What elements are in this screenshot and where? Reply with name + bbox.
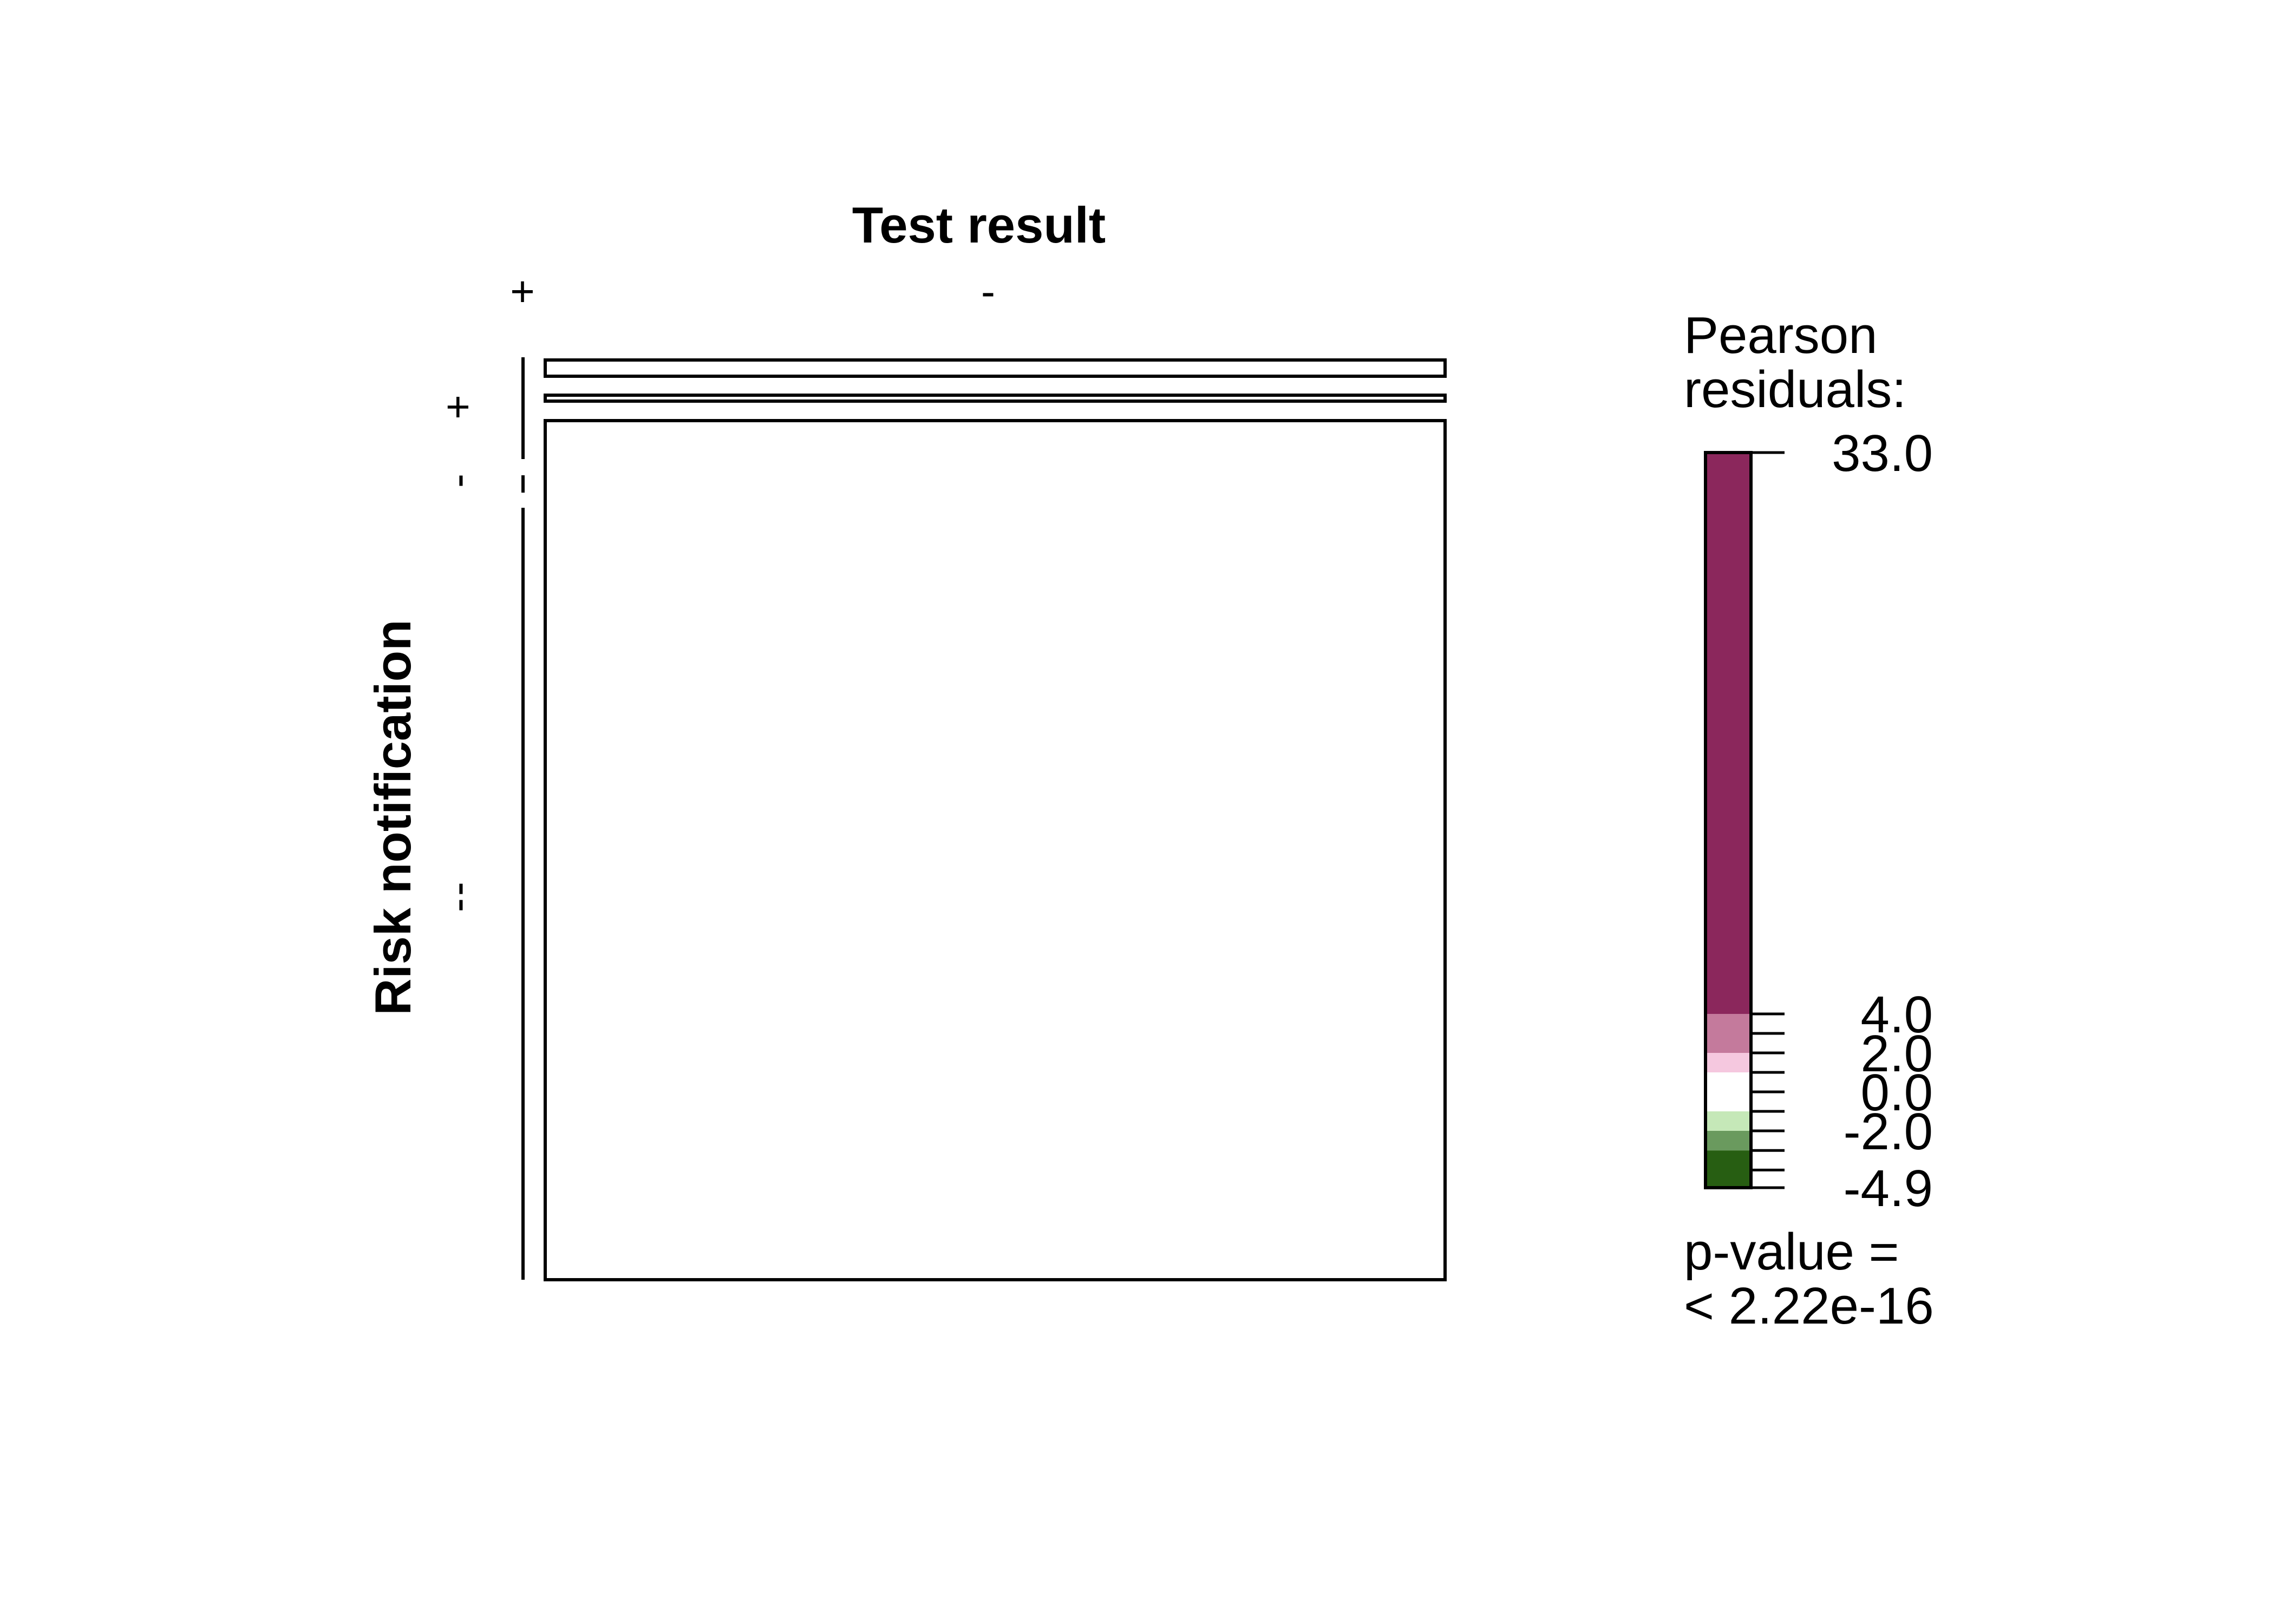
- p-value-line2: < 2.22e-16: [1684, 1277, 1934, 1335]
- legend-band-3: [1706, 1072, 1751, 1111]
- legend-tick-label-4: -2.0: [1844, 1103, 1933, 1161]
- mosaic-tile-top: [544, 358, 1447, 378]
- legend-band-4: [1706, 1111, 1751, 1131]
- legend-ticks: [1751, 451, 1785, 1189]
- row-label-minus-3: -: [434, 898, 481, 912]
- row-label-minus-1: -: [434, 474, 481, 488]
- legend-band-0: [1706, 453, 1751, 1014]
- column-label-plus: +: [510, 267, 535, 315]
- column-label-minus: -: [981, 267, 995, 315]
- legend-tick-label-0: 33.0: [1832, 424, 1933, 482]
- legend-tick-labels: 33.0 4.02.00.0-2.0-4.9: [1832, 424, 1933, 1217]
- p-value-line1: p-value =: [1684, 1223, 1899, 1281]
- column-axis-title: Test result: [852, 197, 1106, 253]
- legend-band-2: [1706, 1053, 1751, 1072]
- legend-band-5: [1706, 1131, 1751, 1151]
- legend-tick-label-3: 0.0: [1861, 1064, 1933, 1122]
- legend-tick-label-1: 4.0: [1861, 986, 1933, 1044]
- legend-tick-label-2: 2.0: [1861, 1025, 1933, 1083]
- legend-title-line1: Pearson: [1684, 306, 1878, 364]
- legend-tick-label-5: -4.9: [1844, 1160, 1933, 1217]
- legend-band-1: [1706, 1014, 1751, 1053]
- legend-frame: [1704, 451, 1753, 1189]
- row-label-plus: +: [434, 395, 481, 420]
- legend-color-bands: [1706, 453, 1751, 1188]
- legend-title-line2: residuals:: [1684, 361, 1906, 418]
- row-axis-title: Risk notification: [364, 619, 421, 1015]
- row-label-minus-2: -: [434, 882, 481, 896]
- legend-band-6: [1706, 1150, 1751, 1188]
- mosaic-tile-middle: [544, 394, 1447, 403]
- mosaic-tile-main: [544, 419, 1447, 1281]
